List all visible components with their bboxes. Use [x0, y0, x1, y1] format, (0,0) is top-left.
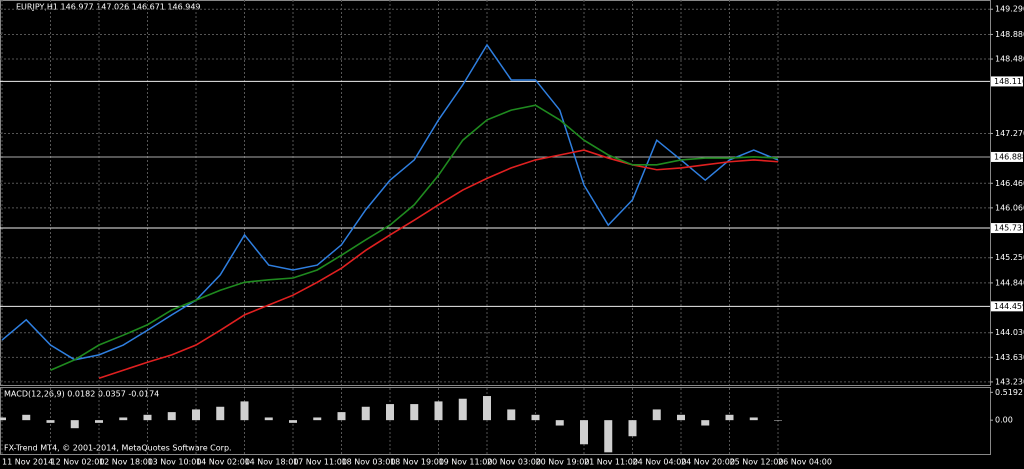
x-tick-label: 13 Nov 10:00	[148, 458, 202, 467]
series-line	[50, 104, 779, 371]
level-label: 144.459	[994, 302, 1024, 311]
macd-bar	[652, 409, 661, 421]
y-tick-label: 147.270	[995, 129, 1024, 138]
macd-tick-label: 0.5192	[995, 388, 1023, 397]
macd-bar	[555, 420, 564, 426]
macd-bar	[628, 420, 637, 437]
macd-bar	[167, 412, 176, 421]
level-label: 148.116	[994, 77, 1024, 86]
y-tick-label: 146.460	[995, 179, 1024, 188]
macd-bar	[361, 406, 370, 421]
y-tick-label: 148.480	[995, 55, 1024, 64]
x-tick-label: 25 Nov 12:00	[730, 458, 784, 467]
macd-bar	[95, 420, 103, 423]
y-tick-label: 143.230	[995, 377, 1024, 386]
macd-bar	[22, 414, 31, 421]
y-tick-label: 144.840	[995, 278, 1024, 287]
macd-bar	[725, 414, 734, 421]
macd-bar	[216, 406, 225, 421]
macd-bar	[192, 409, 200, 421]
x-tick-label: 20 Nov 03:00	[487, 458, 541, 467]
macd-bar	[677, 414, 685, 421]
macd-bar	[580, 420, 588, 445]
macd-bar	[749, 417, 758, 421]
level-label: 145.732	[994, 224, 1024, 233]
x-tick-label: 12 Nov 18:00	[99, 458, 153, 467]
level-label-box	[991, 301, 1023, 312]
x-tick-label: 11 Nov 2014	[2, 458, 53, 467]
macd-bar	[410, 404, 419, 421]
y-tick-label: 143.630	[995, 353, 1024, 362]
macd-bar	[774, 420, 782, 421]
x-tick-label: 26 Nov 04:00	[778, 458, 832, 467]
macd-bar	[507, 409, 516, 421]
macd-label: MACD(12,26,9) 0.0182 0.0357 -0.0174	[4, 390, 159, 399]
macd-bar	[386, 404, 394, 421]
macd-bar	[70, 420, 79, 429]
macd-bar	[531, 414, 540, 421]
macd-bar	[143, 414, 152, 421]
macd-panel-frame	[0, 387, 991, 455]
x-tick-label: 17 Nov 11:00	[293, 458, 347, 467]
macd-bar	[483, 396, 491, 421]
macd-bar	[240, 401, 249, 421]
price-panel-frame	[0, 0, 991, 386]
x-tick-label: 14 Nov 02:00	[196, 458, 250, 467]
macd-bar	[434, 401, 443, 421]
y-tick-label: 149.290	[995, 5, 1024, 14]
macd-bar	[337, 412, 346, 421]
x-tick-label: 14 Nov 18:00	[245, 458, 299, 467]
chart-title: EURJPY,H1 146.977 147.026 146.671 146.94…	[16, 3, 201, 12]
level-label: 146.888	[994, 152, 1024, 161]
x-tick-label: 18 Nov 03:00	[342, 458, 396, 467]
y-tick-label: 145.250	[995, 253, 1024, 262]
x-tick-label: 20 Nov 19:00	[536, 458, 590, 467]
macd-bar	[289, 420, 297, 423]
y-tick-label: 148.880	[995, 30, 1024, 39]
y-tick-label: 146.060	[995, 203, 1024, 212]
x-tick-label: 21 Nov 11:00	[584, 458, 638, 467]
y-tick-label: 144.030	[995, 328, 1024, 337]
series-line	[1, 43, 779, 361]
macd-bar	[0, 417, 6, 421]
macd-bar	[119, 417, 128, 421]
macd-bar	[264, 417, 273, 421]
footer: FX-Trend MT4, © 2001-2014, MetaQuotes So…	[4, 444, 232, 453]
x-tick-label: 12 Nov 02:00	[51, 458, 105, 467]
macd-bar	[604, 420, 613, 453]
x-tick-label: 18 Nov 19:00	[390, 458, 444, 467]
level-label-box	[991, 151, 1023, 162]
macd-bar	[313, 417, 322, 421]
macd-tick-label: 0.00	[995, 416, 1013, 425]
macd-bar	[46, 420, 55, 423]
series-line	[98, 149, 779, 379]
macd-bar	[701, 420, 710, 426]
x-tick-label: 24 Nov 04:00	[633, 458, 687, 467]
level-label-box	[991, 223, 1023, 234]
x-tick-label: 24 Nov 20:00	[681, 458, 735, 467]
x-tick-label: 19 Nov 11:00	[439, 458, 493, 467]
macd-bar	[458, 398, 467, 421]
level-label-box	[991, 76, 1023, 87]
